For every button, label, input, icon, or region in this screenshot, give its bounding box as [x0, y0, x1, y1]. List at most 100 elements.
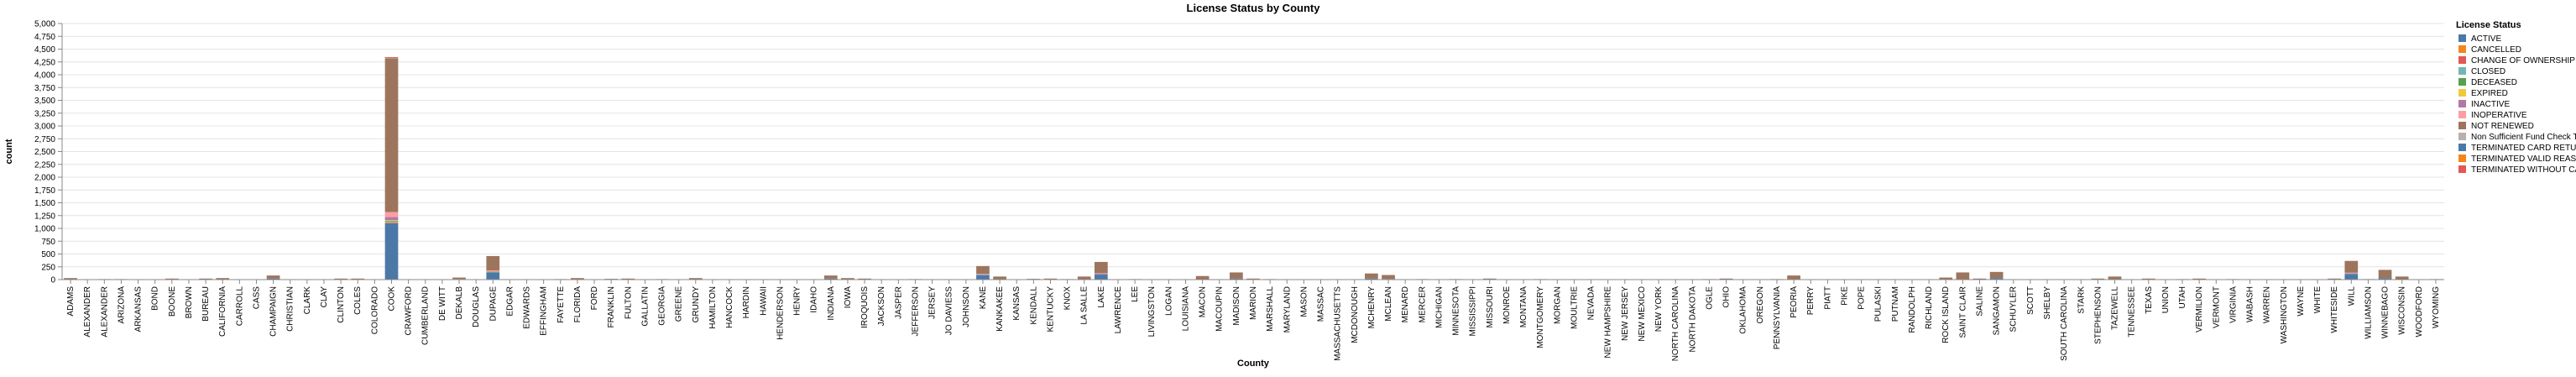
x-tick-label: HARDIN — [742, 286, 751, 318]
legend-title: License Status — [2456, 20, 2521, 30]
x-tick-label: LEE — [1131, 286, 1140, 302]
bar-segment — [1989, 278, 2004, 280]
x-tick-label: NEW MEXICO — [1638, 286, 1647, 342]
x-tick-label: KENTUCKY — [1046, 286, 1055, 332]
legend-swatch — [2458, 144, 2466, 151]
x-tick-label: WARREN — [2263, 286, 2272, 323]
x-tick-label: HAMILTON — [708, 286, 718, 329]
bar-segment — [1787, 275, 1800, 280]
x-tick-label: STARK — [2077, 286, 2086, 314]
x-tick-label: KENDALL — [1029, 286, 1038, 325]
legend-swatch — [2458, 100, 2466, 107]
y-tick-label: 500 — [41, 250, 55, 259]
legend-swatch — [2458, 34, 2466, 42]
y-tick-label: 250 — [41, 263, 55, 272]
bar-segment — [2344, 273, 2359, 274]
legend-label: CLOSED — [2471, 67, 2505, 76]
x-tick-label: KNOX — [1063, 286, 1073, 311]
x-tick-label: MOULTRIE — [1570, 286, 1579, 329]
legend-item: CLOSED — [2458, 67, 2505, 76]
x-tick-label: FULTON — [624, 286, 633, 319]
x-tick-label: MARYLAND — [1283, 286, 1292, 332]
x-tick-label: LOGAN — [1164, 286, 1173, 316]
bar-segment — [2108, 276, 2122, 280]
x-tick-label: WABASH — [2246, 286, 2255, 322]
bar-segment — [351, 278, 365, 280]
x-tick-label: NEW HAMPSHIRE — [1604, 286, 1613, 359]
legend-swatch — [2458, 111, 2466, 118]
x-tick-label: WILLIAMSON — [2364, 286, 2373, 339]
legend-swatch — [2458, 45, 2466, 53]
x-tick-label: WISCONSIN — [2398, 286, 2407, 335]
x-tick-label: EFFINGHAM — [540, 286, 549, 336]
x-tick-label: IOWA — [844, 286, 853, 309]
bar-segment — [165, 278, 179, 280]
bar-segment — [2344, 260, 2359, 273]
x-tick-label: MONTANA — [1519, 286, 1528, 328]
bar-segment — [384, 212, 399, 217]
x-tick-label: DEKALB — [455, 286, 464, 320]
chart-title: License Status by County — [1187, 2, 1321, 14]
legend-label: ACTIVE — [2471, 34, 2501, 44]
x-tick-label: LIVINGSTON — [1147, 286, 1157, 337]
bar-segment — [486, 271, 500, 273]
x-tick-label: CASS — [252, 286, 261, 310]
y-tick-label: 3,500 — [34, 97, 55, 106]
bar-segment — [688, 278, 703, 280]
bar-segment — [1989, 271, 2004, 279]
x-tick-label: MCLEAN — [1384, 286, 1393, 322]
legend-label: TERMINATED VALID REASON — [2471, 154, 2576, 164]
bar-segment — [486, 270, 500, 271]
x-tick-label: ALEXANDER — [83, 286, 92, 338]
bar-segment — [2141, 278, 2155, 280]
x-tick-label: WILL — [2347, 286, 2356, 306]
x-tick-label: CRAWFORD — [405, 286, 414, 336]
axes: 0 250 500 750 1,000 1,250 1,500 1,750 2,000 2,250… — [34, 20, 2444, 361]
bar-segment — [486, 270, 500, 272]
x-tick-label: TENNESSEE — [2128, 286, 2137, 338]
x-tick-label: INDIANA — [827, 286, 836, 321]
bar-segment — [1365, 273, 1378, 279]
x-tick-label: JACKSON — [877, 286, 886, 326]
legend-item: TERMINATED VALID REASON — [2458, 154, 2576, 164]
bar-segment — [976, 275, 990, 280]
x-tick-label: WASHINGTON — [2280, 286, 2289, 343]
bar-segment — [621, 278, 635, 280]
x-tick-label: SHELBY — [2043, 286, 2052, 320]
bar-segment — [2091, 278, 2105, 280]
bar-segment — [334, 278, 347, 280]
x-tick-label: SCHUYLER — [2009, 286, 2019, 332]
bar-segment — [2192, 278, 2206, 280]
bar-segment — [452, 277, 466, 280]
x-tick-label: CALIFORNIA — [218, 286, 227, 337]
x-tick-label: MISSISSIPPI — [1469, 286, 1478, 336]
x-tick-label: TEXAS — [2145, 286, 2154, 314]
bar-segment — [486, 271, 500, 273]
bar-segment — [64, 278, 77, 280]
x-tick-label: GRUNDY — [692, 286, 701, 323]
x-tick-label: JOHNSON — [962, 286, 971, 327]
bar-segment — [993, 276, 1006, 280]
x-tick-label: VERMILION — [2195, 286, 2204, 332]
y-tick-label: 2,500 — [34, 148, 55, 157]
x-tick-label: CUMBERLAND — [421, 286, 431, 345]
bar-segment — [841, 278, 854, 280]
bar-segment — [2344, 272, 2359, 274]
legend-item: Non Sufficient Fund Check Termi... — [2458, 133, 2576, 142]
x-tick-label: VIRGINIA — [2229, 286, 2238, 323]
x-tick-label: WINNEBAGO — [2381, 286, 2391, 338]
bar-segment — [216, 278, 230, 280]
x-tick-label: FAYETTE — [556, 286, 566, 323]
y-tick-label: 3,750 — [34, 84, 55, 93]
bar-segment — [2328, 278, 2342, 280]
x-tick-label: KANKAKEE — [995, 286, 1005, 332]
x-tick-label: CHAMPAIGN — [269, 286, 279, 337]
x-tick-label: PEORIA — [1790, 286, 1799, 318]
x-tick-label: CHRISTIAN — [286, 286, 295, 332]
x-tick-label: RICHLAND — [1925, 286, 1934, 329]
x-tick-label: MASSACHUSETTS — [1334, 286, 1343, 361]
bar-segment — [1382, 275, 1395, 280]
x-tick-label: OREGON — [1756, 286, 1765, 323]
x-tick-label: FLORIDA — [573, 286, 583, 323]
